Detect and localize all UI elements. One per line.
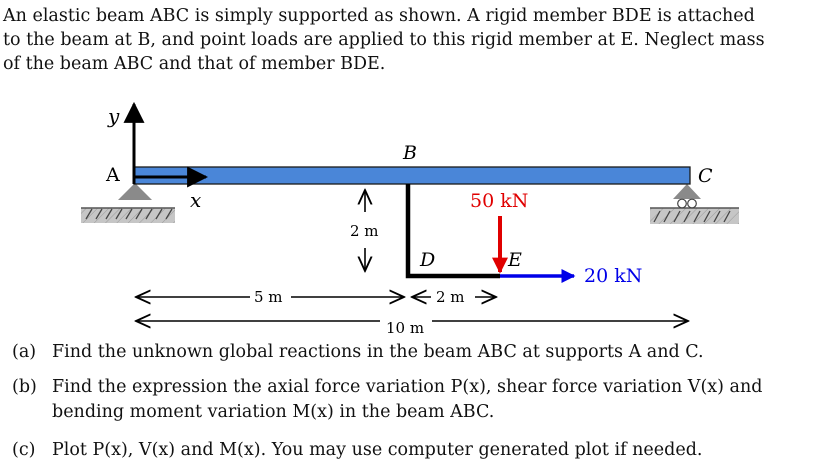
point-a-label: A <box>105 164 120 186</box>
point-b-label: B <box>402 142 417 164</box>
support-a <box>81 183 175 223</box>
point-d-label: D <box>419 249 435 271</box>
question-b-tag: (b) <box>12 377 37 397</box>
y-axis-label: y <box>107 104 120 128</box>
question-c-text: Plot P(x), V(x) and M(x). You may use co… <box>52 440 703 460</box>
roller-support-c-icon <box>673 184 701 199</box>
question-a-tag: (a) <box>12 342 37 362</box>
question-c: (c) Plot P(x), V(x) and M(x). You may use… <box>12 438 830 463</box>
question-b: (b) Find the expression the axial force v… <box>12 375 830 425</box>
intro-line-3: of the beam ABC and that of member BDE. <box>3 54 386 74</box>
pin-support-a-icon <box>118 183 152 200</box>
point-e-label: E <box>507 249 522 271</box>
rigid-member-bde <box>405 184 500 279</box>
roller-wheel-right-icon <box>687 198 697 209</box>
intro-line-2: to the beam at B, and point loads are ap… <box>3 30 765 50</box>
question-c-tag: (c) <box>12 440 36 460</box>
problem-statement: An elastic beam ABC is simply supported … <box>3 4 829 76</box>
question-b-line-1: Find the expression the axial force vari… <box>52 377 763 397</box>
de-length-label: 2 m <box>436 288 465 306</box>
bd-height-label: 2 m <box>350 222 379 240</box>
ac-length-label: 10 m <box>386 319 424 337</box>
support-c <box>650 184 739 224</box>
intro-line-1: An elastic beam ABC is simply supported … <box>3 6 755 26</box>
beam-abc <box>133 166 691 185</box>
ab-length-label: 5 m <box>254 288 283 306</box>
question-b-line-2: bending moment variation M(x) in the bea… <box>52 402 495 422</box>
vertical-load-label: 50 kN <box>470 190 528 212</box>
question-a: (a) Find the unknown global reactions in … <box>12 340 830 365</box>
horizontal-load-label: 20 kN <box>584 265 642 287</box>
question-a-text: Find the unknown global reactions in the… <box>52 342 704 362</box>
x-axis-label: x <box>190 188 201 212</box>
roller-wheel-left-icon <box>677 198 687 209</box>
point-c-label: C <box>698 165 713 187</box>
